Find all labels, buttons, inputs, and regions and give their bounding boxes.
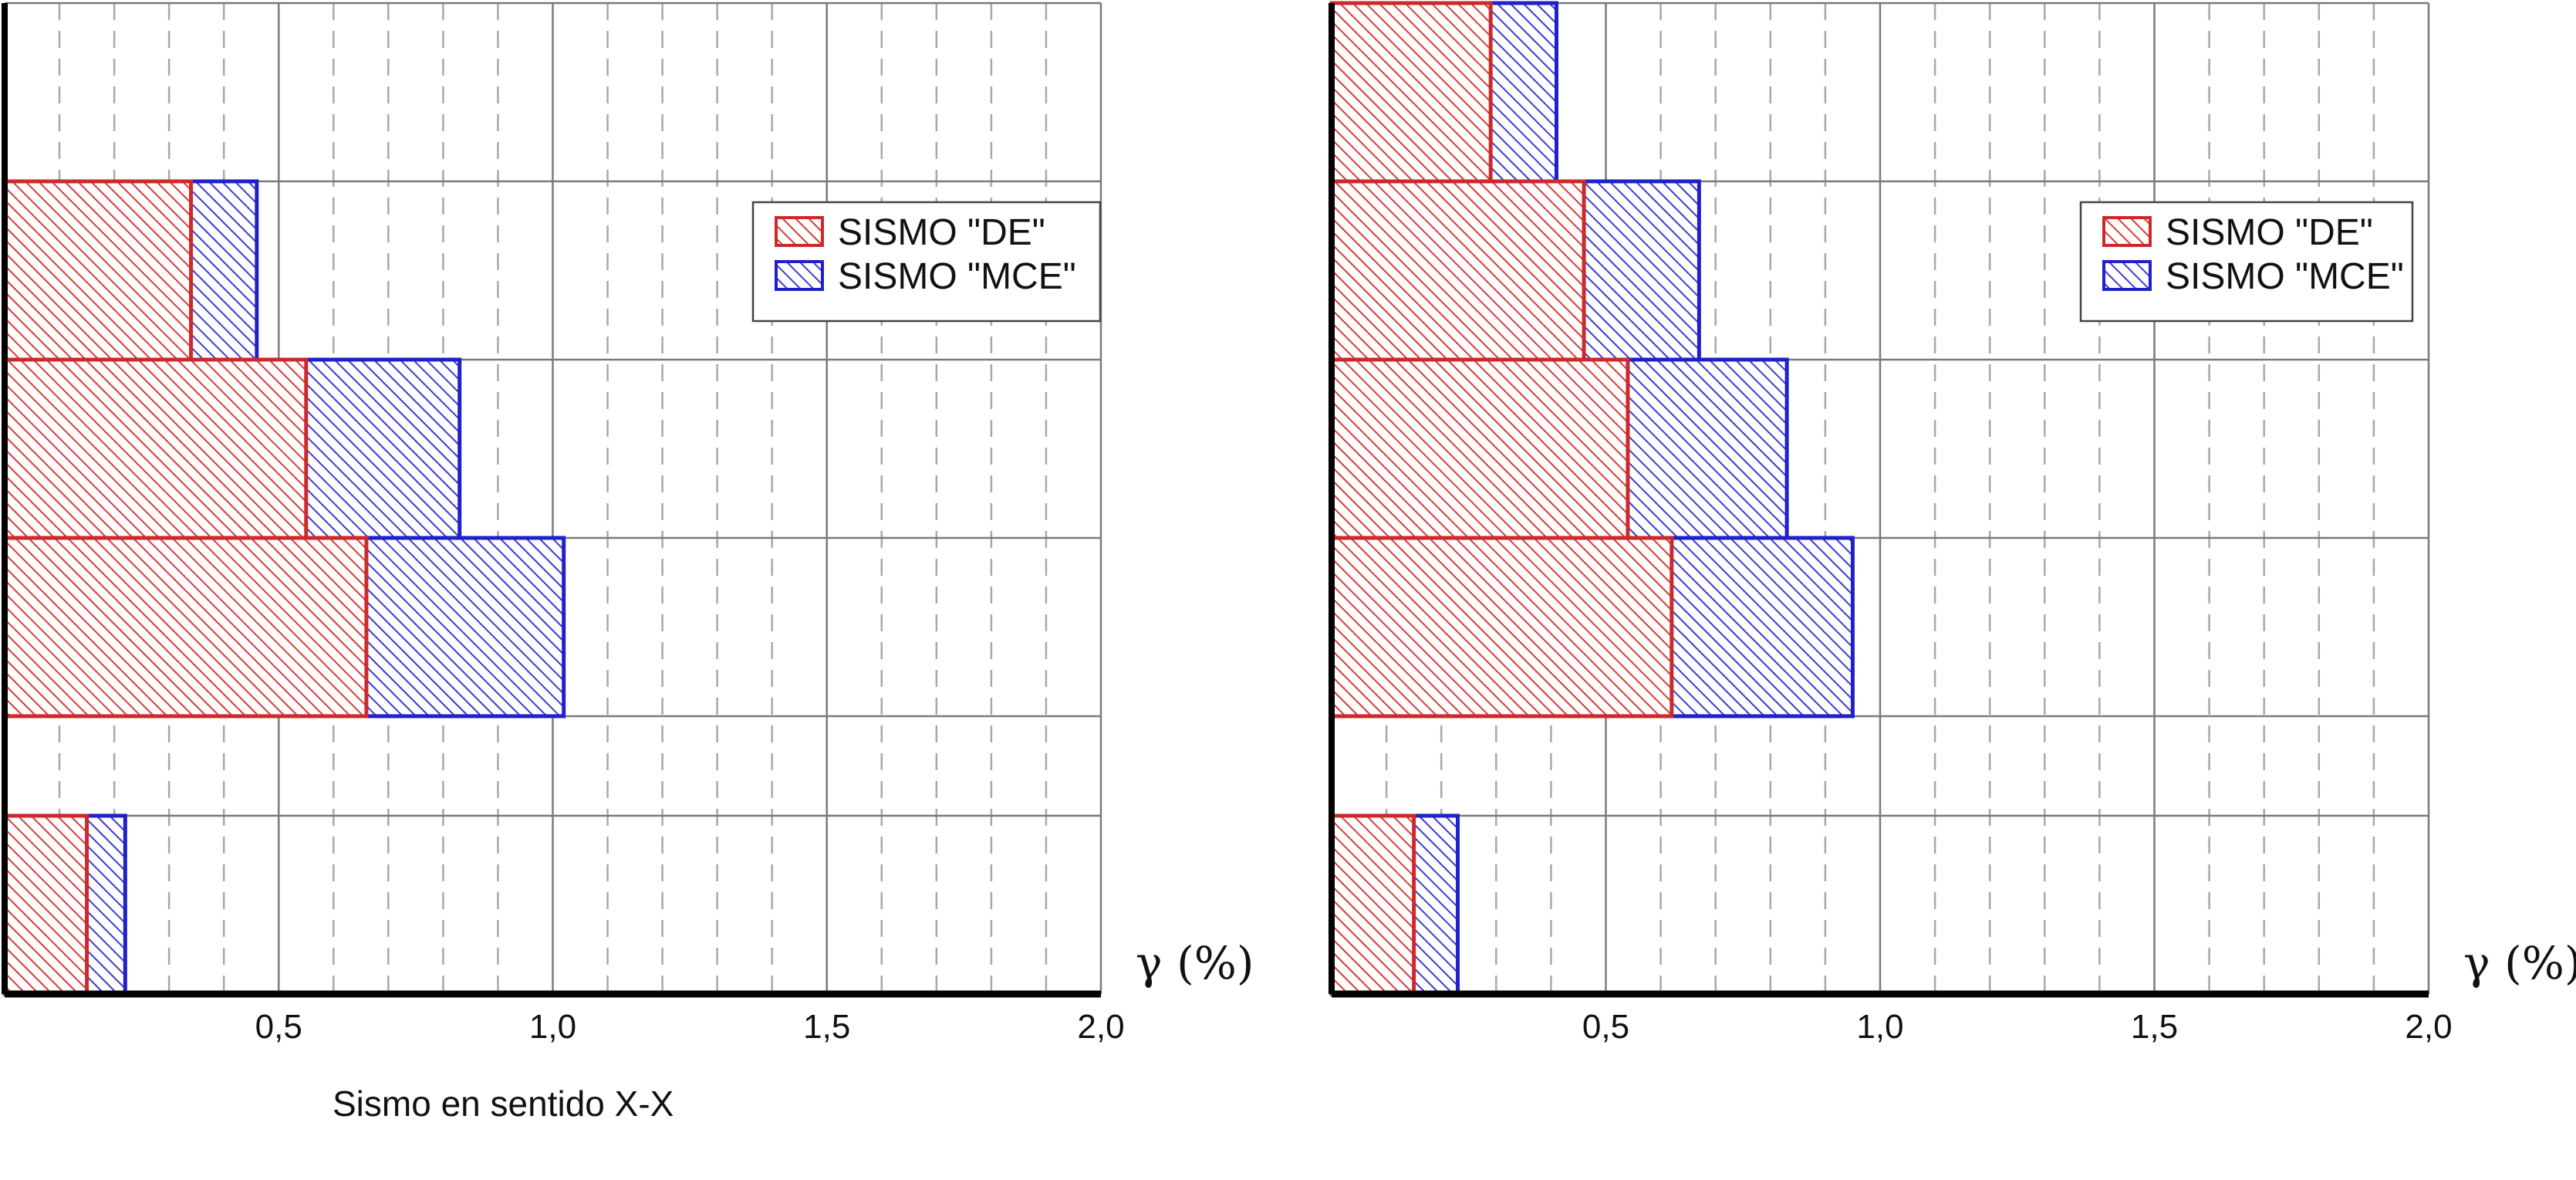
x-tick-label: 2,0 [1077, 1008, 1124, 1046]
legend-label-de: SISMO "DE" [838, 212, 1045, 253]
legend: SISMO "DE"SISMO "MCE" [2079, 201, 2414, 323]
x-axis-label: γ (%) [2463, 937, 2576, 989]
chart-panel-2: 0,5 1,0 1,5 2,0 γ (%) SISMO "DE"SISMO "MCE" [1329, 1, 2576, 1046]
x-tick-label: 1,0 [1856, 1008, 1903, 1046]
legend-label-de: SISMO "DE" [2166, 212, 2373, 253]
de-bar [1329, 813, 1416, 996]
legend-swatch-mce [775, 260, 824, 291]
x-tick-label: 0,5 [255, 1008, 302, 1046]
de-bar [1329, 179, 1586, 362]
legend-swatch-mce [2102, 260, 2152, 291]
x-tick-label: 1,0 [529, 1008, 576, 1046]
de-bar [2, 179, 194, 362]
legend-swatch-de [775, 216, 824, 247]
legend-swatch-de [2102, 216, 2152, 247]
chart-caption: Sismo en sentido X-X [333, 1084, 674, 1124]
de-bar [2, 536, 369, 718]
de-bar [1329, 1, 1493, 184]
x-axis-label: γ (%) [1136, 937, 1254, 989]
x-tick-label: 1,5 [803, 1008, 850, 1046]
de-bar [1329, 536, 1674, 718]
x-tick-label: 0,5 [1582, 1008, 1629, 1046]
x-tick-label: 2,0 [2405, 1008, 2452, 1046]
de-bar [2, 357, 309, 540]
legend-label-mce: SISMO "MCE" [838, 256, 1076, 297]
legend-label-mce: SISMO "MCE" [2166, 256, 2404, 297]
de-bar [2, 813, 89, 996]
legend: SISMO "DE"SISMO "MCE" [751, 201, 1102, 323]
de-bar [1329, 357, 1630, 540]
chart-panel-1: 0,5 1,0 1,5 2,0 γ (%) Sismo en sentido X-X SIS… [2, 2, 1254, 1124]
x-tick-label: 1,5 [2131, 1008, 2178, 1046]
